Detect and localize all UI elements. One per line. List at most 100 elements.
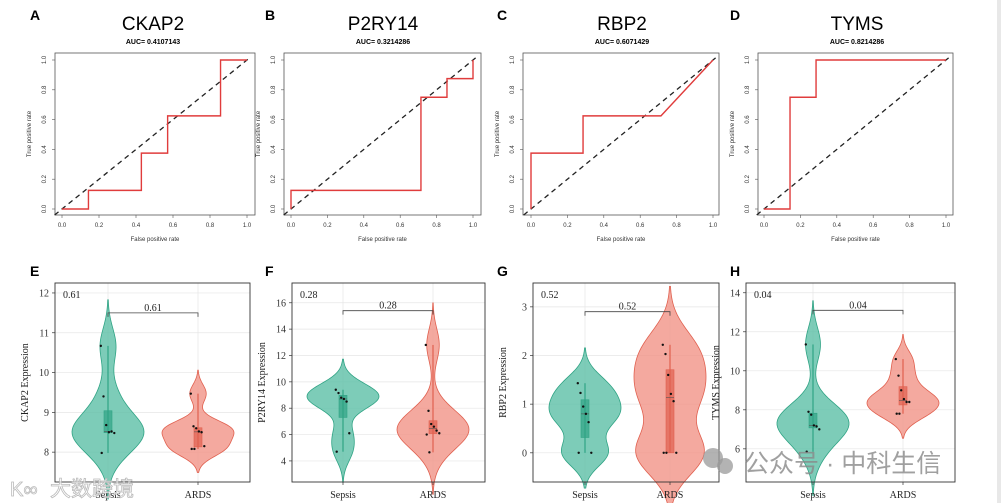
x-category-label: ARDS (657, 490, 684, 501)
data-point (427, 409, 430, 413)
x-tick-label: 1.0 (942, 223, 951, 229)
y-tick-label: 10 (39, 368, 49, 379)
x-tick-label: 1.0 (709, 223, 718, 229)
roc-panel-D: D TYMS AUC= 0.8214286 0.0 0.0 0.2 0.2 0.4 0.4 0.6… (730, 7, 954, 243)
x-tick-label: 0.0 (58, 223, 67, 229)
watermark-right: 公众号 · 中科生信 (744, 450, 941, 478)
y-axis-label: True positive rate (495, 110, 501, 157)
data-point (661, 343, 664, 346)
x-tick-label: 1.0 (243, 223, 252, 229)
data-point (337, 391, 340, 395)
diagonal-reference-line (756, 56, 951, 216)
significance-bracket (584, 311, 671, 316)
x-category-label: ARDS (890, 490, 917, 501)
logo-icon: K∞ (10, 479, 38, 501)
y-tick-label: 12 (276, 351, 286, 362)
y-tick-label: 0.4 (42, 145, 48, 154)
auc-label: AUC= 0.4107143 (126, 39, 180, 46)
y-tick-label: 0.2 (745, 174, 751, 183)
x-tick-label: 0.2 (95, 223, 104, 229)
y-tick-label: 1 (522, 400, 527, 411)
y-tick-label: 0.0 (510, 204, 516, 213)
data-point (675, 451, 678, 455)
x-tick-label: 0.0 (527, 223, 536, 229)
plot-frame (532, 282, 720, 483)
roc-curve (290, 60, 474, 209)
plot-frame (291, 282, 486, 483)
watermark-left: 大数跨境 (50, 478, 134, 501)
x-tick-label: 0.4 (132, 223, 141, 229)
violin-panel-E: E 8 9 10 11 12 Sepsis ARDS 0.61 0.61 CKAP2 Express… (20, 263, 251, 501)
x-tick-label: 0.4 (360, 223, 369, 229)
y-tick-label: 0.8 (42, 85, 48, 94)
chart-title: RBP2 (597, 14, 647, 35)
data-point (804, 343, 807, 346)
x-tick-label: 0.2 (796, 223, 805, 229)
data-point (189, 392, 192, 395)
data-point (430, 422, 433, 426)
data-point (424, 343, 427, 347)
data-point (340, 396, 343, 399)
x-axis-label: False positive rate (597, 237, 646, 243)
panel-letter: D (730, 7, 740, 23)
plot-frame (54, 52, 256, 216)
data-point (192, 425, 195, 428)
x-axis-label: False positive rate (358, 237, 407, 243)
data-point (894, 357, 897, 361)
y-tick-label: 4 (281, 456, 286, 467)
data-point (577, 451, 580, 455)
data-point (582, 405, 585, 408)
significance-bracket (342, 310, 434, 315)
box-iqr (338, 395, 348, 418)
y-tick-label: 0.2 (42, 174, 48, 183)
y-tick-label: 0.0 (745, 204, 751, 213)
data-point (342, 397, 346, 401)
plot-frame (757, 52, 954, 216)
significance-bracket (107, 312, 199, 317)
y-tick-label: 0.0 (271, 204, 277, 213)
panel-letter: H (730, 263, 740, 279)
y-tick-label: 2 (522, 351, 527, 362)
scrollbar-edge (997, 0, 1001, 503)
diagonal-reference-line (54, 56, 252, 216)
y-tick-label: 12 (730, 327, 740, 338)
data-point (667, 373, 670, 377)
y-axis-label: True positive rate (256, 110, 262, 157)
roc-curve (530, 59, 714, 209)
y-tick-label: 0.6 (42, 115, 48, 124)
data-point (807, 410, 810, 413)
data-point (812, 424, 816, 427)
data-point (193, 447, 196, 451)
plot-frame (522, 52, 720, 216)
box-iqr (580, 399, 590, 438)
y-axis-label: True positive rate (27, 110, 33, 157)
plot-frame (283, 52, 482, 216)
data-point (203, 444, 206, 448)
data-point (579, 391, 582, 395)
panel-letter: G (497, 263, 508, 279)
data-point (105, 423, 108, 427)
chart-title: CKAP2 (122, 14, 184, 35)
y-tick-label: 0.6 (271, 115, 277, 124)
y-axis-label: TYMS Expression (711, 345, 722, 420)
y-tick-label: 1.0 (745, 55, 751, 64)
auc-label: AUC= 0.3214286 (356, 39, 410, 46)
corner-p-value: 0.61 (63, 290, 81, 301)
y-tick-label: 1.0 (271, 55, 277, 64)
x-category-label: Sepsis (330, 490, 356, 501)
data-point (190, 447, 193, 451)
panel-letter: C (497, 7, 507, 23)
data-point (584, 412, 588, 416)
data-point (195, 427, 198, 430)
data-point (102, 395, 105, 398)
data-point (335, 450, 338, 453)
x-tick-label: 1.0 (469, 223, 478, 229)
y-tick-label: 14 (276, 325, 286, 336)
x-tick-label: 0.0 (287, 223, 296, 229)
y-axis-label: RBP2 Expression (498, 347, 509, 418)
box-iqr (103, 410, 113, 433)
y-tick-label: 8 (281, 404, 286, 415)
box-iqr (898, 386, 908, 406)
violin-panel-G: G 0 1 2 3 Sepsis ARDS 0.52 0.52 RBP2 Expression (497, 263, 720, 503)
data-point (576, 382, 579, 385)
